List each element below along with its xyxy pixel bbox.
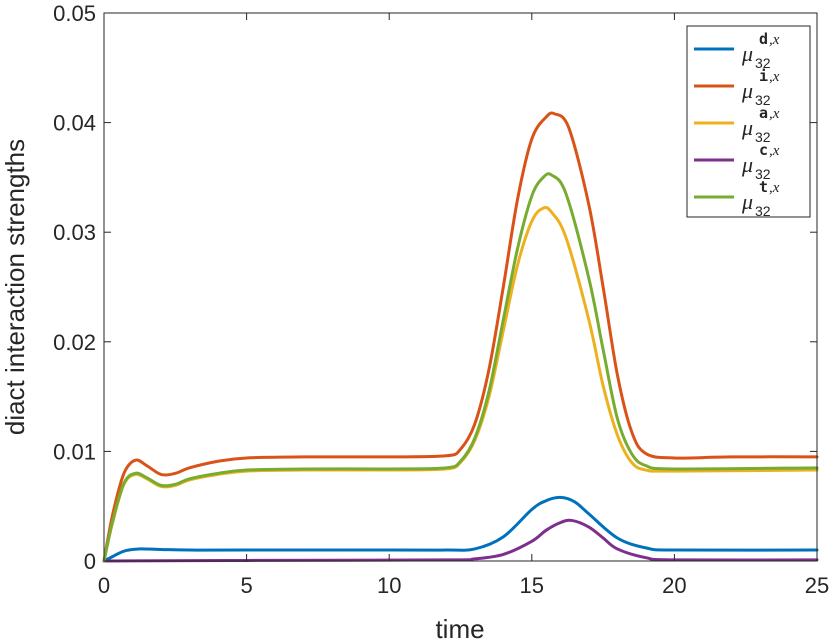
y-axis-ticks: 0 0.01 0.02 0.03 0.04 0.05 (53, 1, 817, 574)
legend-label-c: μ (741, 152, 753, 177)
legend-label-a: μ (741, 115, 753, 140)
y-tick-label: 0.01 (53, 439, 96, 464)
x-tick-label: 15 (520, 573, 544, 598)
legend-superscript: c (759, 141, 768, 159)
series-line-t (102, 172, 819, 563)
y-tick-label: 0.02 (53, 330, 96, 355)
legend-superscript: a (759, 104, 768, 122)
y-tick-label: 0 (84, 549, 96, 574)
legend-subscript: 32 (755, 203, 771, 219)
y-tick-label: 0.03 (53, 220, 96, 245)
legend-superscript-x: ,x (769, 106, 780, 122)
series-line-d (102, 495, 819, 563)
legend-label-i: μ (741, 78, 753, 103)
legend-superscript: d (759, 30, 768, 48)
legend-label-d: μ (741, 41, 753, 66)
x-tick-label: 5 (240, 573, 252, 598)
x-tick-label: 10 (377, 573, 401, 598)
legend-superscript: i (759, 67, 768, 85)
legend-superscript-x: ,x (769, 143, 780, 159)
series-lines (102, 111, 819, 563)
legend-subscript: 32 (755, 92, 771, 108)
plot-frame (103, 12, 818, 562)
legend-superscript: t (759, 178, 768, 196)
x-tick-label: 20 (662, 573, 686, 598)
x-axis-ticks: 0 5 10 15 20 25 (98, 13, 829, 598)
legend-superscript-x: ,x (769, 69, 780, 85)
y-axis-label: diact interaction strengths (0, 139, 30, 435)
legend-label-t: μ (741, 189, 753, 214)
series-line-c (102, 518, 819, 563)
x-tick-label: 25 (805, 573, 829, 598)
legend-superscript-x: ,x (769, 180, 780, 196)
x-tick-label: 0 (98, 573, 110, 598)
y-tick-label: 0.05 (53, 1, 96, 26)
x-axis-label: time (435, 614, 484, 642)
legend: μ 32d ,xμ 32i ,xμ 32a ,xμ 32c ,xμ 32t ,x (686, 25, 811, 219)
legend-superscript-x: ,x (769, 32, 780, 48)
legend-subscript: 32 (755, 129, 771, 145)
legend-subscript: 32 (755, 55, 771, 71)
legend-subscript: 32 (755, 166, 771, 182)
y-tick-label: 0.04 (53, 111, 96, 136)
series-line-i (102, 111, 819, 563)
